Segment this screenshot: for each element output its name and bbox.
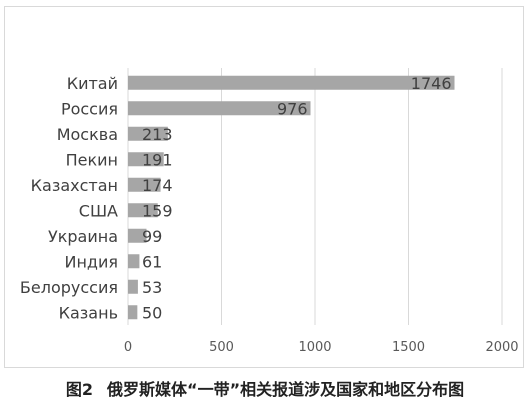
bar: [128, 203, 158, 218]
category-label: США: [79, 201, 118, 220]
bar: [128, 228, 147, 243]
bar: [128, 279, 138, 294]
figure-title: 俄罗斯媒体“一带”相关报道涉及国家和地区分布图: [107, 380, 465, 399]
chart-frame: 0 500 1000 1500 2000 Китай 1746 Россия 976 Москва…: [4, 6, 524, 368]
category-label: Украина: [48, 227, 118, 246]
data-label: 213: [142, 125, 173, 144]
bar-chart: 0 500 1000 1500 2000 Китай 1746 Россия 976 Москва…: [20, 68, 519, 355]
figure-number: 图2: [65, 380, 94, 399]
x-tick-label: 2000: [485, 340, 518, 355]
data-label: 99: [142, 227, 162, 246]
data-label: 53: [142, 278, 162, 297]
data-label: 1746: [411, 74, 452, 93]
data-label: 159: [142, 201, 173, 220]
bar: [128, 126, 168, 141]
category-label: Казань: [59, 303, 118, 322]
category-label: Россия: [61, 99, 118, 118]
data-label: 976: [277, 99, 308, 118]
bar: [128, 254, 140, 269]
bar: [128, 177, 161, 192]
x-tick-label: 1500: [392, 340, 425, 355]
data-label: 191: [142, 150, 173, 169]
category-label: Москва: [57, 125, 118, 144]
x-tick-label: 1000: [298, 340, 331, 355]
data-label: 174: [142, 176, 173, 195]
bar: [128, 101, 311, 116]
x-tick-label: 500: [209, 340, 234, 355]
data-label: 61: [142, 252, 162, 271]
category-label: Белоруссия: [20, 278, 118, 297]
bar: [128, 75, 455, 90]
figure-caption: 图2 俄罗斯媒体“一带”相关报道涉及国家和地区分布图: [0, 376, 530, 400]
bar: [128, 152, 164, 167]
category-label: Казахстан: [31, 176, 118, 195]
bar: [128, 305, 138, 320]
x-tick-label: 0: [124, 340, 132, 355]
category-label: Индия: [64, 252, 118, 271]
data-label: 50: [142, 303, 162, 322]
category-label: Китай: [67, 74, 118, 93]
category-label: Пекин: [66, 150, 118, 169]
